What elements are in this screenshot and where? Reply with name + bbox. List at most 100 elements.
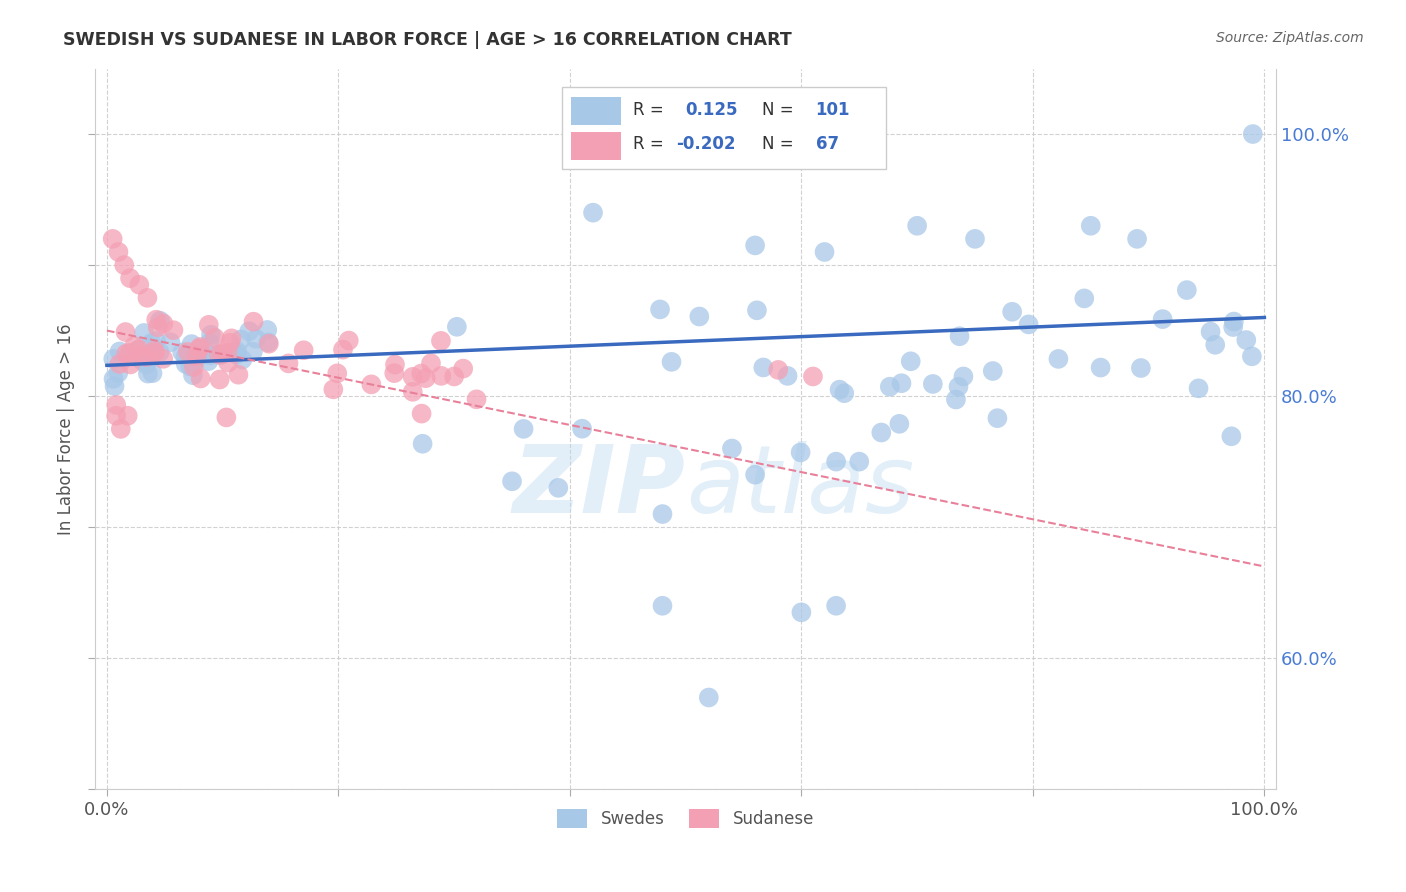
Point <box>1018 318 1040 332</box>
Point <box>402 369 425 384</box>
Text: SWEDISH VS SUDANESE IN LABOR FORCE | AGE > 16 CORRELATION CHART: SWEDISH VS SUDANESE IN LABOR FORCE | AGE… <box>63 31 792 49</box>
Point <box>661 355 683 369</box>
Point <box>451 361 474 376</box>
Point <box>215 410 238 425</box>
Point <box>200 348 222 362</box>
Point <box>326 367 349 381</box>
Point <box>162 323 184 337</box>
Point <box>103 351 125 366</box>
Point <box>501 475 523 489</box>
Text: N =: N = <box>762 136 794 153</box>
Point <box>744 238 766 252</box>
Point <box>146 320 169 334</box>
Point <box>1001 305 1024 319</box>
Point <box>145 312 167 326</box>
Point <box>870 425 893 440</box>
Point <box>105 398 128 412</box>
Point <box>103 372 125 386</box>
Point <box>136 291 159 305</box>
Text: 67: 67 <box>815 136 838 153</box>
Point <box>149 345 172 359</box>
Point <box>382 366 405 380</box>
Point <box>181 368 204 383</box>
Point <box>1152 312 1174 326</box>
Point <box>412 436 434 450</box>
FancyBboxPatch shape <box>571 97 620 126</box>
Point <box>430 368 453 383</box>
FancyBboxPatch shape <box>571 132 620 160</box>
Point <box>198 335 221 350</box>
Point <box>219 335 242 350</box>
Point <box>986 411 1008 425</box>
Point <box>890 376 912 391</box>
Point <box>465 392 488 407</box>
Point <box>402 384 425 399</box>
Point <box>1126 232 1149 246</box>
Y-axis label: In Labor Force | Age > 16: In Labor Force | Age > 16 <box>58 323 75 534</box>
Point <box>384 358 406 372</box>
Point <box>776 368 799 383</box>
Text: N =: N = <box>762 102 794 120</box>
Point <box>204 331 226 345</box>
Point <box>1234 333 1257 347</box>
Point <box>127 343 149 358</box>
Point <box>828 383 851 397</box>
Point <box>103 379 125 393</box>
Point <box>135 358 157 372</box>
Point <box>181 356 204 370</box>
Point <box>1220 429 1243 443</box>
Point <box>208 348 231 362</box>
Point <box>180 337 202 351</box>
Point <box>360 377 382 392</box>
Point <box>648 302 671 317</box>
Point <box>217 345 239 359</box>
Point <box>188 340 211 354</box>
Point <box>122 339 145 353</box>
Point <box>332 343 354 357</box>
Point <box>825 599 848 613</box>
Point <box>132 354 155 368</box>
Point <box>1187 381 1209 395</box>
Point <box>132 326 155 340</box>
Point <box>848 455 870 469</box>
Point <box>242 344 264 359</box>
Point <box>242 315 264 329</box>
Point <box>420 356 443 370</box>
Point <box>1223 314 1246 328</box>
Point <box>322 382 344 396</box>
Point <box>1073 292 1095 306</box>
Point <box>217 356 239 370</box>
Point <box>114 325 136 339</box>
Point <box>110 422 132 436</box>
Point <box>721 442 744 456</box>
Point <box>197 354 219 368</box>
Point <box>945 392 967 407</box>
Point <box>143 343 166 358</box>
Text: 101: 101 <box>815 102 851 120</box>
Point <box>582 205 605 219</box>
Point <box>443 369 465 384</box>
Point <box>292 343 315 358</box>
Point <box>446 319 468 334</box>
Point <box>571 422 593 436</box>
Point <box>1240 349 1263 363</box>
Point <box>152 317 174 331</box>
Point <box>768 363 790 377</box>
Point <box>675 127 697 141</box>
Point <box>145 334 167 348</box>
Point <box>179 359 201 374</box>
Point <box>231 352 253 367</box>
Point <box>177 344 200 359</box>
Point <box>790 605 813 619</box>
FancyBboxPatch shape <box>561 87 886 169</box>
Point <box>107 244 129 259</box>
Point <box>257 336 280 351</box>
Point <box>411 407 433 421</box>
Point <box>1047 351 1070 366</box>
Text: -0.202: -0.202 <box>676 136 735 153</box>
Point <box>813 244 835 259</box>
Point <box>337 334 360 348</box>
Point <box>801 369 824 384</box>
Point <box>174 357 197 371</box>
Point <box>136 367 159 381</box>
